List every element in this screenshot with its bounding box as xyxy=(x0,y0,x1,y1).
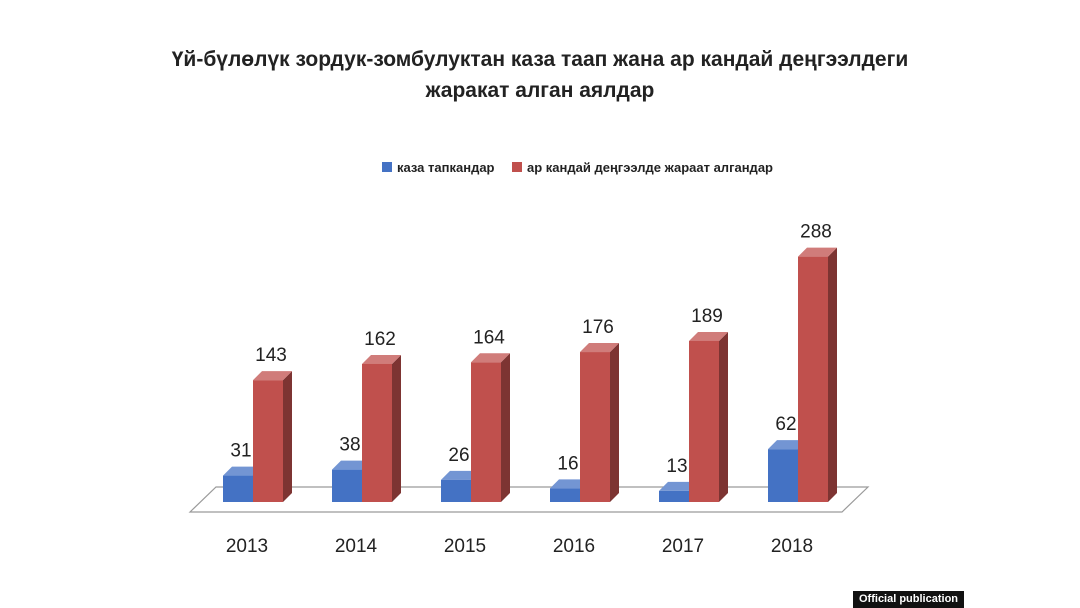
x-tick-label-2016: 2016 xyxy=(553,536,595,557)
legend-swatch-1 xyxy=(382,162,392,172)
data-label-injured-2013: 143 xyxy=(255,345,287,366)
data-label-killed-2013: 31 xyxy=(230,441,251,462)
x-tick-label-2017: 2017 xyxy=(662,536,704,557)
data-label-injured-2017: 189 xyxy=(691,306,723,327)
data-label-killed-2016: 16 xyxy=(557,453,578,474)
data-label-injured-2014: 162 xyxy=(364,329,396,350)
chart-title-line-1: Үй-бүлөлүк зордук-зомбулуктан каза таап … xyxy=(171,48,909,71)
bar-injured-2014 xyxy=(362,354,401,502)
data-label-killed-2018: 62 xyxy=(775,414,796,435)
x-tick-label-2015: 2015 xyxy=(444,536,486,557)
x-tick-label-2014: 2014 xyxy=(335,536,378,557)
chart-title: Үй-бүлөлүк зордук-зомбулуктан каза таап … xyxy=(0,44,1080,106)
bar-injured-2016 xyxy=(580,343,619,502)
legend-label-1: каза тапкандар xyxy=(397,160,495,175)
x-tick-label-2018: 2018 xyxy=(771,536,813,557)
chart-title-line-2: жаракат алган аялдар xyxy=(425,79,655,102)
x-tick-label-2013: 2013 xyxy=(226,536,268,557)
data-label-killed-2017: 13 xyxy=(666,456,687,477)
legend-label-2: ар кандай деңгээлде жараат алгандар xyxy=(527,160,773,175)
bar-injured-2013 xyxy=(253,371,292,502)
bar-injured-2015 xyxy=(471,353,510,502)
data-label-injured-2015: 164 xyxy=(473,327,505,348)
bar-injured-2017 xyxy=(689,331,728,502)
source-badge: Official publication xyxy=(853,591,965,608)
data-label-injured-2018: 288 xyxy=(800,222,832,243)
data-label-injured-2016: 176 xyxy=(582,317,614,338)
bar-injured-2018 xyxy=(798,247,837,502)
data-label-killed-2014: 38 xyxy=(339,435,360,456)
legend-swatch-2 xyxy=(512,162,522,172)
data-label-killed-2015: 26 xyxy=(448,445,469,466)
